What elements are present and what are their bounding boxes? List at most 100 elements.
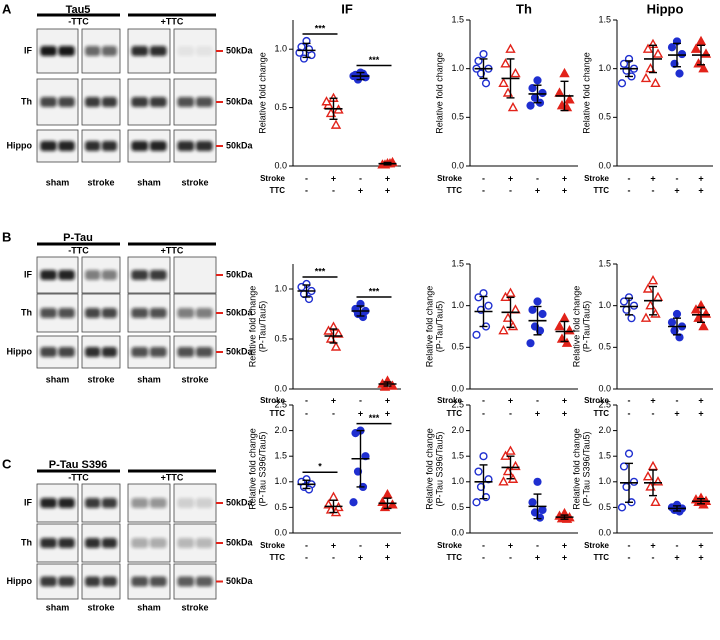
band [195,97,213,107]
data-point [652,48,664,58]
y-tick-label: 2.5 [598,399,611,409]
row-label: Hippo [7,576,33,586]
band [85,576,101,587]
lane-label: stroke [87,602,114,612]
data-point [526,339,535,348]
condition-label: TTC [446,553,462,562]
condition-label: Stroke [437,174,462,183]
condition-sign: - [536,540,539,550]
data-point [474,293,483,302]
band [149,308,167,318]
condition-sign: - [536,173,539,183]
y-tick-label: 2.0 [598,425,611,435]
data-point [675,69,684,78]
lane-label: sham [46,602,70,612]
condition-sign: - [652,408,655,418]
band [58,308,75,318]
band [40,576,57,587]
condition-sign: + [562,408,567,418]
data-point [498,77,509,87]
condition-sign: - [628,552,631,562]
data-point [642,43,654,53]
band [101,576,117,587]
lane-label: stroke [181,374,208,384]
data-point [321,96,332,106]
y-axis-label: (P-Tau S396/Tau5) [581,431,591,506]
condition-sign: - [676,173,679,183]
condition-sign: - [652,185,655,195]
row-label: Th [21,96,32,106]
y-tick-label: 2.0 [274,425,287,435]
y-tick-label: 0.5 [274,502,287,512]
band [177,141,195,151]
y-tick-label: 1.0 [451,476,464,486]
band [195,498,213,508]
y-axis-label: (P-Tau/Tau5) [581,301,591,353]
data-point [538,88,547,98]
condition-sign: - [536,395,539,405]
data-point [675,333,684,342]
condition-sign: + [650,540,655,550]
lane-label: stroke [181,177,208,187]
group-label: +TTC [161,472,184,482]
band [195,141,213,151]
y-tick-label: 2.5 [274,399,287,409]
band [131,576,149,587]
data-point [700,48,712,58]
data-point [533,297,542,306]
data-point [559,312,570,322]
data-point [472,330,481,339]
condition-sign: + [535,408,540,418]
condition-label: Stroke [437,541,462,550]
condition-sign: + [385,408,390,418]
y-axis-label: (P-Tau/Tau5) [434,301,444,353]
band [85,538,101,548]
row-label: Th [21,307,32,317]
condition-sign: - [482,540,485,550]
y-tick-label: 0.5 [598,502,611,512]
band [177,347,195,357]
condition-sign: - [332,552,335,562]
data-point [559,67,570,78]
lane-label: sham [46,177,70,187]
data-point [642,283,654,293]
condition-sign: + [698,552,703,562]
condition-sign: + [358,408,363,418]
data-point [627,314,636,323]
y-axis-label: Relative fold change [424,286,434,368]
y-tick-label: 0.0 [598,527,611,537]
condition-sign: - [305,173,308,183]
data-point [505,287,516,297]
data-point [479,452,488,461]
band [195,308,213,318]
band [101,141,117,151]
band [131,97,149,107]
condition-label: TTC [269,186,285,195]
condition-sign: + [698,408,703,418]
condition-sign: + [698,540,703,550]
condition-sign: - [628,408,631,418]
condition-sign: - [332,185,335,195]
condition-sign: + [331,395,336,405]
data-point [535,326,545,335]
size-label: 50kDa [226,140,254,150]
condition-sign: - [676,540,679,550]
data-point [507,101,519,112]
data-point [667,318,677,327]
row-label: IF [24,45,33,55]
data-point [481,79,491,88]
blot-box [173,256,217,294]
band [58,97,75,107]
condition-sign: + [358,185,363,195]
band [177,576,195,587]
band [131,498,149,508]
y-tick-label: 0.0 [598,160,611,170]
band [149,576,167,587]
data-point [476,69,486,78]
condition-sign: - [628,395,631,405]
data-point [617,79,627,88]
y-tick-label: 0.0 [274,160,287,170]
y-tick-label: 1.5 [598,14,611,24]
band [149,46,167,56]
condition-sign: + [331,173,336,183]
